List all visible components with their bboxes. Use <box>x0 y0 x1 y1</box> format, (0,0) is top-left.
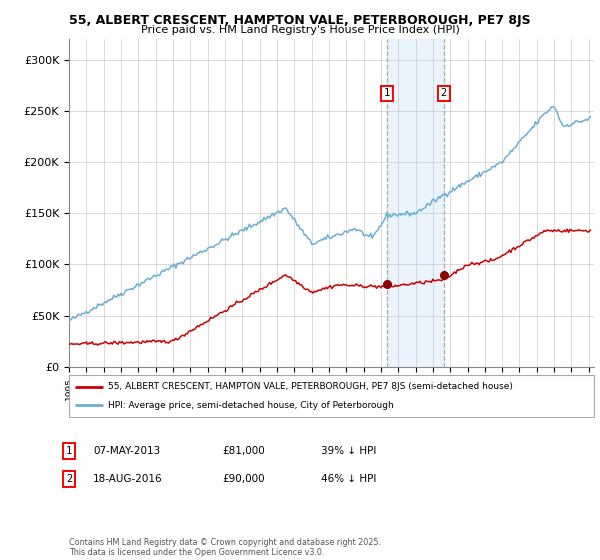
Text: HPI: Average price, semi-detached house, City of Peterborough: HPI: Average price, semi-detached house,… <box>109 401 394 410</box>
Text: 1: 1 <box>66 446 72 456</box>
Text: 1: 1 <box>384 88 390 98</box>
Text: £90,000: £90,000 <box>222 474 265 484</box>
Text: Price paid vs. HM Land Registry's House Price Index (HPI): Price paid vs. HM Land Registry's House … <box>140 25 460 35</box>
Text: 07-MAY-2013: 07-MAY-2013 <box>93 446 160 456</box>
Text: 2: 2 <box>66 474 72 484</box>
Text: 18-AUG-2016: 18-AUG-2016 <box>93 474 163 484</box>
Text: £81,000: £81,000 <box>222 446 265 456</box>
Text: 55, ALBERT CRESCENT, HAMPTON VALE, PETERBOROUGH, PE7 8JS: 55, ALBERT CRESCENT, HAMPTON VALE, PETER… <box>69 14 531 27</box>
FancyBboxPatch shape <box>69 375 594 417</box>
Bar <box>387 39 444 367</box>
Text: 39% ↓ HPI: 39% ↓ HPI <box>321 446 376 456</box>
Text: 2: 2 <box>440 88 447 98</box>
Text: 55, ALBERT CRESCENT, HAMPTON VALE, PETERBOROUGH, PE7 8JS (semi-detached house): 55, ALBERT CRESCENT, HAMPTON VALE, PETER… <box>109 382 513 391</box>
Text: 46% ↓ HPI: 46% ↓ HPI <box>321 474 376 484</box>
Text: Contains HM Land Registry data © Crown copyright and database right 2025.
This d: Contains HM Land Registry data © Crown c… <box>69 538 381 557</box>
